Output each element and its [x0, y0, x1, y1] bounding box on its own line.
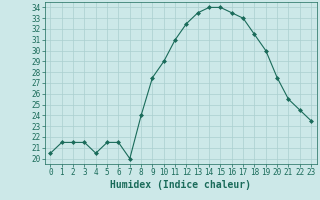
- X-axis label: Humidex (Indice chaleur): Humidex (Indice chaleur): [110, 180, 251, 190]
